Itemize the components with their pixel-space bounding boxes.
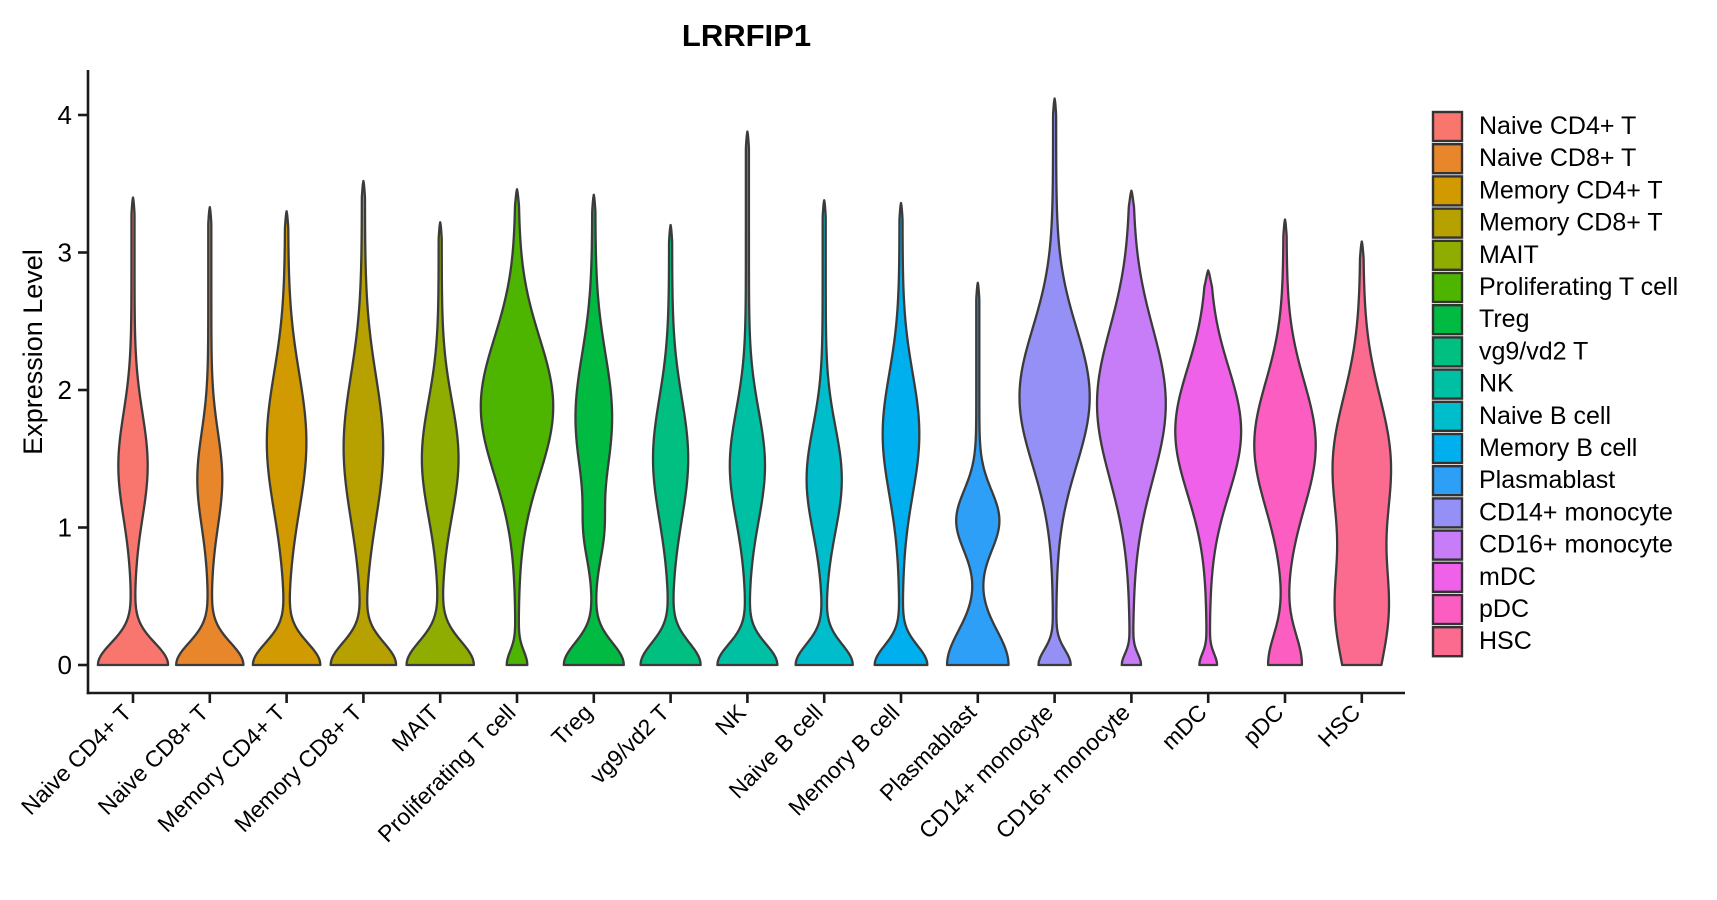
y-tick-label-2: 2 (58, 375, 72, 405)
legend-label: Proliferating T cell (1479, 273, 1678, 301)
violin-memory-cd4-t (251, 210, 322, 667)
x-tick-label-4: MAIT (386, 699, 443, 756)
violin-nk (716, 130, 779, 667)
legend-item-9: Naive B cell (1431, 400, 1611, 432)
legend-label: Naive B cell (1479, 402, 1611, 430)
legend-label: mDC (1479, 563, 1536, 591)
x-tick-label-7: vg9/vd2 T (585, 699, 675, 789)
legend-swatch (1431, 626, 1464, 658)
legend-swatch (1431, 175, 1464, 207)
legend-label: Treg (1479, 305, 1529, 333)
violin-hsc (1331, 240, 1393, 667)
legend-item-14: mDC (1431, 561, 1536, 593)
x-tick-label-6: Treg (546, 699, 597, 750)
legend-item-10: Memory B cell (1431, 432, 1637, 465)
x-tick-label-14: mDC (1156, 699, 1211, 754)
legend-label: Naive CD4+ T (1479, 112, 1636, 140)
x-tick-label-5: Proliferating T cell (373, 699, 521, 847)
violin-pdc (1253, 218, 1317, 667)
legend-label: Memory CD4+ T (1479, 176, 1663, 204)
x-tick-label-8: NK (710, 699, 751, 740)
legend-swatch (1431, 465, 1464, 497)
legend-swatch (1431, 304, 1464, 336)
y-tick-label-4: 4 (58, 100, 72, 130)
legend-item-4: MAIT (1431, 239, 1539, 272)
legend-item-16: HSC (1431, 626, 1532, 658)
legend-item-7: vg9/vd2 T (1431, 336, 1588, 368)
x-tick-label-13: CD16+ monocyte (990, 699, 1134, 843)
legend-label: pDC (1479, 595, 1529, 623)
y-axis-label: Expression Level (18, 249, 48, 455)
violin-proliferating-t-cell (479, 188, 555, 667)
legend-item-13: CD16+ monocyte (1431, 529, 1673, 561)
legend-item-12: CD14+ monocyte (1431, 497, 1673, 529)
violin-memory-b-cell (873, 201, 929, 667)
legend-swatch (1431, 400, 1464, 432)
violin-treg (562, 193, 625, 667)
legend-item-3: Memory CD8+ T (1431, 207, 1663, 239)
legend-label: CD16+ monocyte (1479, 531, 1673, 559)
legend-label: NK (1479, 370, 1514, 398)
legend-item-5: Proliferating T cell (1431, 271, 1678, 304)
y-tick-label-1: 1 (58, 513, 72, 543)
legend: Naive CD4+ T Naive CD8+ T Memory CD4+ T Mem… (1431, 110, 1678, 658)
legend-item-8: NK (1431, 368, 1514, 400)
legend-swatch (1431, 336, 1464, 368)
y-tick-label-3: 3 (58, 238, 72, 268)
legend-item-6: Treg (1431, 304, 1529, 336)
legend-swatch (1431, 207, 1464, 239)
legend-label: Naive CD8+ T (1479, 144, 1636, 172)
legend-item-0: Naive CD4+ T (1431, 110, 1636, 143)
legend-swatch (1431, 368, 1464, 400)
legend-label: vg9/vd2 T (1479, 337, 1588, 365)
legend-label: Plasmablast (1479, 466, 1615, 494)
violin-naive-b-cell (794, 199, 854, 667)
x-tick-label-16: HSC (1313, 699, 1366, 752)
violin-plasmablast (945, 281, 1010, 667)
y-tick-label-0: 0 (58, 650, 72, 680)
violin-memory-cd8-t (329, 179, 398, 667)
legend-swatch (1431, 561, 1464, 593)
legend-swatch (1431, 271, 1464, 304)
legend-swatch (1431, 142, 1464, 175)
legend-swatch (1431, 110, 1464, 143)
legend-label: HSC (1479, 627, 1532, 655)
legend-swatch (1431, 529, 1464, 561)
plot-title: LRRFIP1 (681, 18, 812, 53)
x-tick-label-12: CD14+ monocyte (914, 699, 1058, 843)
violin-mdc (1174, 269, 1243, 667)
legend-item-1: Naive CD8+ T (1431, 142, 1636, 175)
violin-cd14-monocyte (1018, 97, 1091, 667)
legend-item-11: Plasmablast (1431, 465, 1615, 497)
legend-label: Memory B cell (1479, 434, 1637, 462)
legend-label: CD14+ monocyte (1479, 498, 1673, 526)
violin-vg9-vd2-t (639, 223, 702, 667)
legend-swatch (1431, 239, 1464, 272)
violin-naive-cd8-t (174, 205, 245, 667)
legend-item-2: Memory CD4+ T (1431, 175, 1663, 207)
legend-swatch (1431, 432, 1464, 465)
legend-swatch (1431, 593, 1464, 626)
violin-naive-cd4-t (96, 196, 170, 667)
violin-mait (405, 221, 476, 667)
violin-cd16-monocyte (1095, 189, 1167, 667)
legend-item-15: pDC (1431, 593, 1529, 626)
legend-label: Memory CD8+ T (1479, 209, 1663, 237)
legend-swatch (1431, 497, 1464, 529)
x-tick-label-15: pDC (1238, 699, 1289, 750)
legend-label: MAIT (1479, 241, 1539, 269)
